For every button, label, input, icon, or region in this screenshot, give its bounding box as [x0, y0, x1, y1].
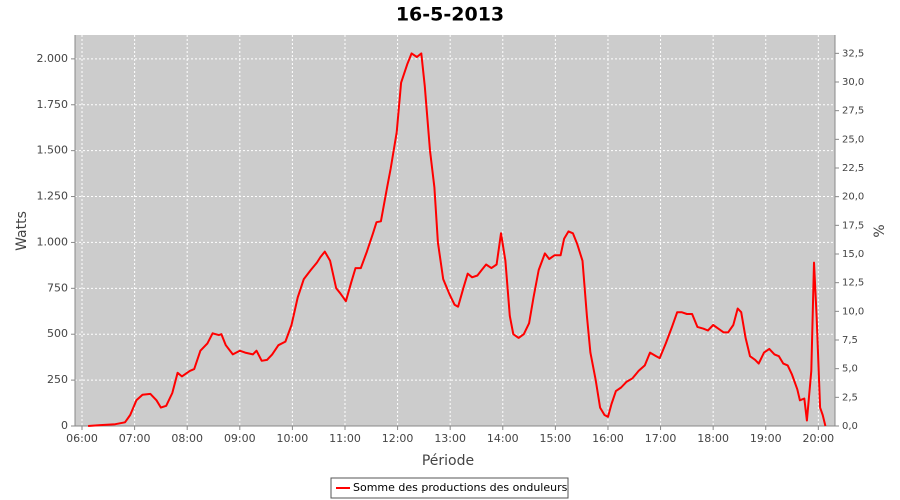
plot-area [75, 35, 835, 426]
x-tick-label: 14:00 [487, 432, 519, 445]
y-tick-label: 0 [61, 419, 68, 432]
x-tick-label: 08:00 [171, 432, 203, 445]
y2-axis-title: % [872, 224, 888, 237]
x-tick-label: 09:00 [224, 432, 256, 445]
y2-tick-label: 17,5 [842, 220, 864, 231]
y2-tick-label: 22,5 [842, 163, 864, 174]
y2-tick-label: 2,5 [842, 392, 858, 403]
y-tick-label: 1.000 [37, 235, 69, 248]
x-tick-label: 06:00 [66, 432, 98, 445]
x-tick-label: 13:00 [434, 432, 466, 445]
y2-tick-label: 27,5 [842, 106, 864, 117]
legend-box [330, 477, 569, 499]
y2-tick-label: 7,5 [842, 335, 858, 346]
y2-tick-label: 0,0 [842, 421, 858, 432]
x-tick-label: 19:00 [750, 432, 782, 445]
y2-tick-label: 5,0 [842, 364, 858, 375]
y-tick-label: 750 [47, 281, 68, 294]
x-tick-label: 17:00 [645, 432, 677, 445]
y2-tick-label: 15,0 [842, 249, 864, 260]
y-tick-label: 2.000 [37, 52, 69, 65]
y-tick-label: 1.250 [37, 190, 69, 203]
chart-title: 16-5-2013 [396, 4, 504, 26]
x-tick-label: 10:00 [277, 432, 309, 445]
x-tick-label: 18:00 [697, 432, 729, 445]
x-tick-label: 16:00 [592, 432, 624, 445]
y-axis-title: Watts [14, 211, 30, 251]
legend: Somme des productions des onduleurs [330, 477, 569, 499]
y-tick-label: 1.750 [37, 98, 69, 111]
y2-tick-label: 10,0 [842, 306, 864, 317]
x-tick-label: 15:00 [540, 432, 572, 445]
x-tick-label: 11:00 [329, 432, 361, 445]
y2-tick-label: 12,5 [842, 278, 864, 289]
x-tick-label: 12:00 [382, 432, 414, 445]
y2-tick-label: 20,0 [842, 192, 864, 203]
x-tick-label: 07:00 [119, 432, 151, 445]
y-tick-label: 500 [47, 327, 68, 340]
y-tick-label: 1.500 [37, 144, 69, 157]
x-tick-label: 20:00 [802, 432, 834, 445]
series-line [88, 52, 827, 427]
legend-label: Somme des productions des onduleurs [353, 481, 568, 494]
y2-tick-label: 25,0 [842, 134, 864, 145]
y2-tick-label: 30,0 [842, 77, 864, 88]
y2-tick-label: 32,5 [842, 48, 864, 59]
y-tick-label: 250 [47, 373, 68, 386]
x-axis-title: Période [422, 453, 474, 469]
